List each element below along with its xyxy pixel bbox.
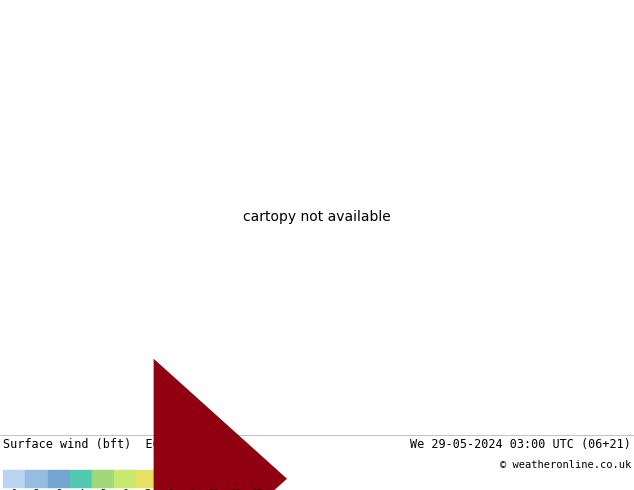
FancyArrow shape xyxy=(136,470,158,488)
FancyArrow shape xyxy=(70,470,92,488)
FancyArrow shape xyxy=(92,470,114,488)
FancyArrow shape xyxy=(158,470,181,488)
FancyArrow shape xyxy=(48,470,70,488)
FancyArrow shape xyxy=(25,470,48,488)
FancyArrow shape xyxy=(3,470,25,488)
Text: Surface wind (bft)  ECMWF: Surface wind (bft) ECMWF xyxy=(3,438,181,451)
Text: © weatheronline.co.uk: © weatheronline.co.uk xyxy=(500,460,631,469)
Text: We 29-05-2024 03:00 UTC (06+21): We 29-05-2024 03:00 UTC (06+21) xyxy=(410,438,631,451)
FancyArrow shape xyxy=(225,470,247,488)
FancyArrow shape xyxy=(247,470,269,488)
FancyArrow shape xyxy=(203,470,225,488)
Text: cartopy not available: cartopy not available xyxy=(243,210,391,224)
FancyArrow shape xyxy=(114,470,136,488)
FancyArrow shape xyxy=(181,470,203,488)
